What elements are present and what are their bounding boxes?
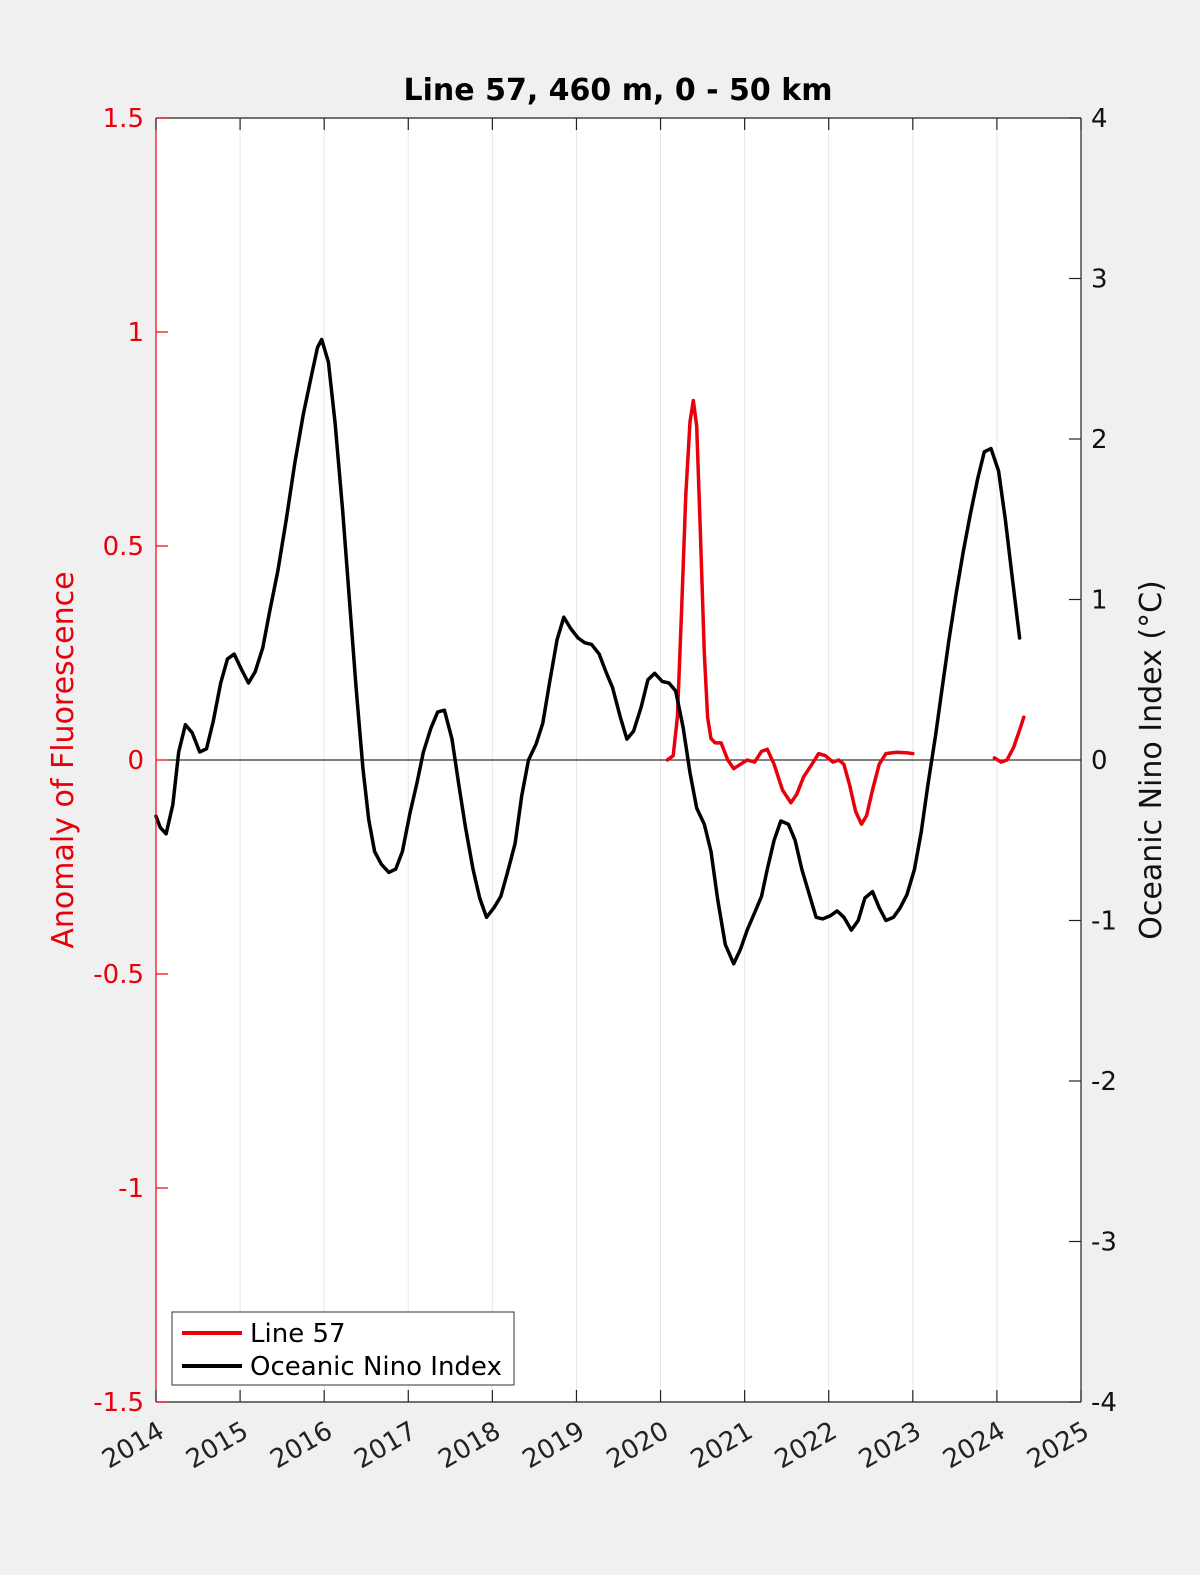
series-line-line-57-segment-0 (665, 398, 915, 826)
right-tick-label: 4 (1091, 104, 1108, 134)
right-tick-label: 2 (1091, 425, 1108, 455)
series-layer (154, 337, 1026, 966)
right-tick-label: 3 (1091, 265, 1108, 295)
left-tick-label: -0.5 (93, 960, 144, 990)
x-tick-label: 2021 (686, 1416, 758, 1475)
x-tick-label: 2017 (349, 1416, 421, 1475)
right-tick-label: 1 (1091, 586, 1108, 616)
left-tick-label: -1 (118, 1174, 144, 1204)
right-tick-label: -4 (1091, 1388, 1117, 1418)
x-tick-label: 2020 (602, 1416, 674, 1475)
left-axis-label: Anomaly of Fluorescence (46, 571, 81, 948)
right-tick-label: -1 (1091, 907, 1117, 937)
x-tick-label: 2019 (518, 1416, 590, 1475)
chart-title: Line 57, 460 m, 0 - 50 km (404, 73, 833, 108)
series-line-line-57-segment-1 (992, 715, 1026, 764)
left-tick-label: 0 (127, 746, 144, 776)
x-tick-label: 2023 (854, 1416, 926, 1475)
x-tick-label: 2024 (938, 1416, 1010, 1475)
x-tick-label: 2022 (770, 1416, 842, 1475)
legend: Line 57 Oceanic Nino Index (171, 1311, 515, 1386)
right-tick-label: -3 (1091, 1228, 1117, 1258)
series-line-oni-segment-0 (154, 337, 1022, 966)
right-axis-ticks: 4 3 2 1 0 -1 -2 -3 -4 (1069, 104, 1117, 1418)
legend-label-oni: Oceanic Nino Index (250, 1352, 502, 1382)
x-tick-label: 2015 (181, 1416, 253, 1475)
legend-label-line-57: Line 57 (250, 1319, 346, 1349)
x-tick-label: 2014 (97, 1416, 169, 1475)
right-axis-label: Oceanic Nino Index (°C) (1134, 580, 1169, 940)
left-tick-label: 0.5 (103, 532, 144, 562)
left-tick-label: 1 (127, 318, 144, 348)
left-tick-label: 1.5 (103, 104, 144, 134)
right-tick-label: 0 (1091, 746, 1108, 776)
right-tick-label: -2 (1091, 1067, 1117, 1097)
x-tick-label: 2016 (265, 1416, 337, 1475)
left-tick-label: -1.5 (93, 1388, 144, 1418)
x-tick-label: 2018 (434, 1416, 506, 1475)
legend-box (171, 1311, 515, 1386)
x-tick-label: 2025 (1022, 1416, 1094, 1475)
left-axis-ticks: 1.5 1 0.5 0 -0.5 -1 -1.5 (93, 104, 168, 1418)
